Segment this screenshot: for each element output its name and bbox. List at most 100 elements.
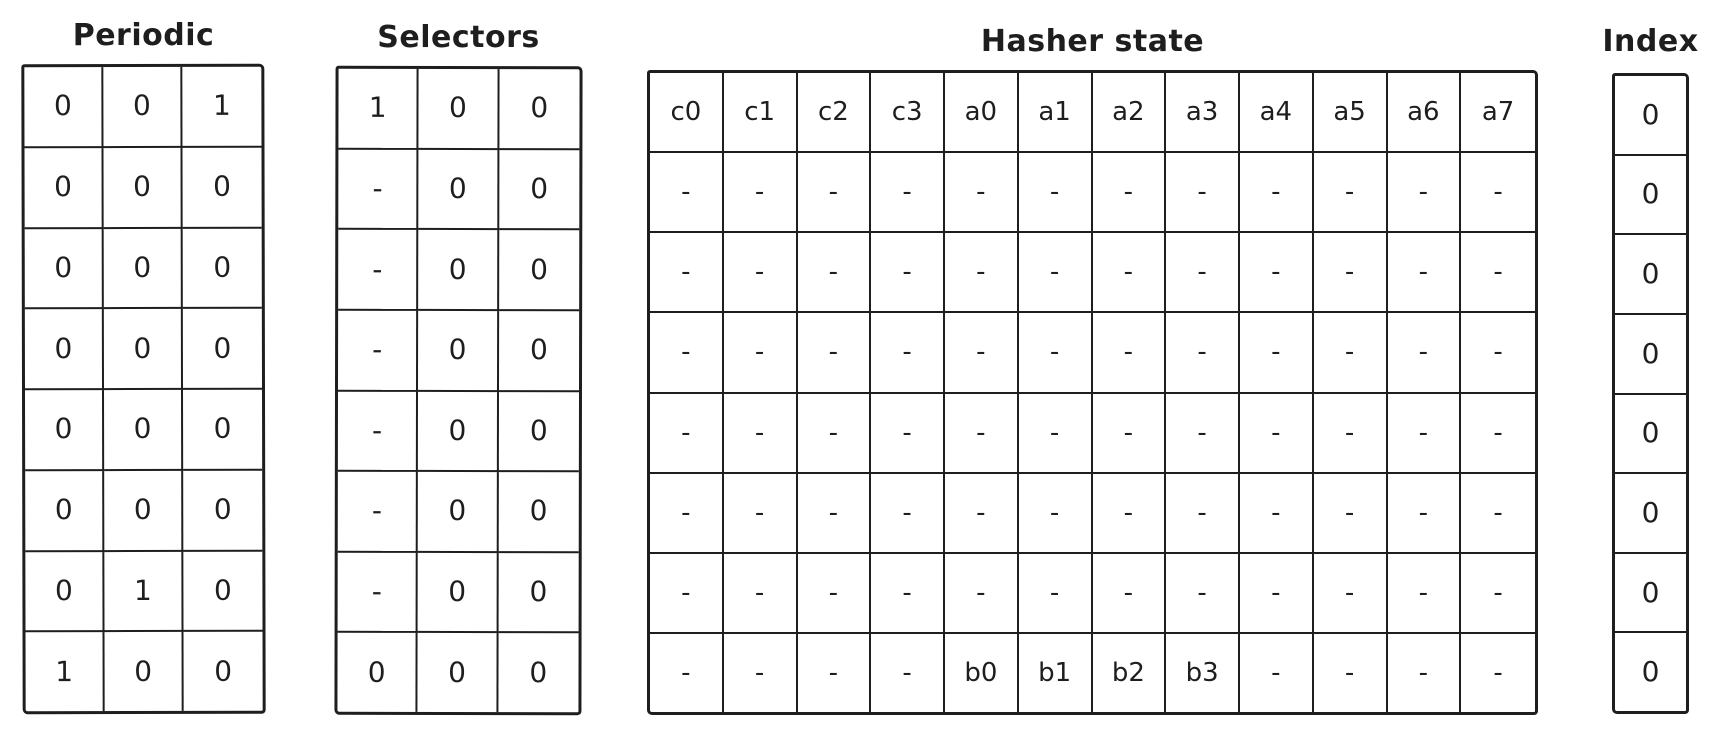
header-cell: a2	[1092, 73, 1167, 154]
table-cell: -	[1240, 153, 1314, 234]
table-cell: -	[723, 313, 798, 394]
table-cell: 0	[1615, 76, 1686, 156]
table-cell: 0	[1615, 315, 1686, 395]
table-cell: -	[945, 313, 1019, 394]
table-cell: b2	[1093, 633, 1167, 712]
table-cell: 0	[418, 68, 500, 150]
table-cell: -	[945, 473, 1019, 554]
table-cell: -	[1461, 313, 1535, 394]
table-cell: -	[1166, 313, 1240, 394]
table-cell: 0	[24, 67, 104, 148]
table-cell: -	[1461, 233, 1535, 314]
table-cell: -	[1092, 153, 1167, 234]
table-cell: 0	[1615, 554, 1686, 634]
table-cell: -	[650, 393, 724, 474]
table-cell: -	[1092, 553, 1167, 634]
table-cell: -	[724, 633, 798, 712]
periodic-title: Periodic	[72, 18, 215, 53]
table-cell: 0	[418, 230, 499, 311]
table-cell: 0	[182, 147, 262, 229]
table-cell: 0	[498, 149, 580, 231]
table-cell: -	[945, 153, 1019, 234]
table-cell: -	[1313, 553, 1388, 634]
table-cell: 0	[418, 472, 499, 553]
table-cell: 0	[104, 470, 184, 552]
table-cell: 0	[183, 470, 263, 552]
table-cell: 0	[337, 633, 418, 712]
table-cell: 0	[103, 309, 184, 391]
table-cell: 1	[25, 632, 105, 712]
table-cell: 0	[498, 472, 579, 553]
table-cell: 0	[417, 633, 499, 713]
table-cell: -	[650, 473, 724, 554]
table-cell: -	[945, 233, 1019, 314]
table-cell: -	[1461, 474, 1535, 554]
table-cell: b3	[1166, 633, 1240, 712]
table-cell: -	[723, 153, 798, 234]
table-cell: -	[337, 552, 419, 634]
table-cell: -	[871, 553, 945, 634]
table-cell: -	[650, 233, 724, 314]
table-cell: 0	[24, 309, 105, 391]
table-cell: -	[1387, 553, 1462, 634]
table-cell: 0	[418, 310, 499, 392]
table-cell: 0	[1615, 235, 1686, 315]
table-cell: 0	[1615, 474, 1686, 554]
table-cell: -	[1387, 153, 1462, 234]
table-cell: 0	[183, 389, 263, 471]
table-cell: 0	[25, 551, 105, 633]
table-cell: -	[1166, 553, 1240, 634]
table-cell: -	[1313, 153, 1388, 234]
table-cell: 0	[498, 310, 580, 392]
header-cell: a5	[1313, 73, 1388, 154]
table-cell: 1	[104, 551, 184, 633]
table-cell: -	[1018, 393, 1093, 474]
table-cell: -	[337, 391, 419, 473]
table-cell: -	[798, 633, 872, 712]
table-cell: -	[723, 393, 798, 474]
table-cell: -	[797, 313, 872, 394]
table-cell: -	[1166, 393, 1240, 474]
table-cell: b1	[1019, 633, 1093, 712]
table-cell: 1	[338, 68, 419, 150]
table-cell: 0	[1615, 156, 1686, 236]
header-cell: a1	[1018, 73, 1093, 154]
header-cell: c0	[650, 73, 724, 154]
table-cell: -	[1387, 393, 1462, 474]
header-cell: c2	[797, 73, 872, 154]
table-cell: -	[1240, 633, 1314, 712]
table-cell: -	[1166, 473, 1240, 554]
table-cell: 0	[25, 470, 105, 552]
selectors-title: Selectors	[377, 20, 540, 55]
table-cell: -	[338, 149, 419, 231]
table-cell: 0	[1641, 655, 1660, 689]
table-cell: -	[1240, 553, 1314, 634]
table-cell: -	[337, 471, 419, 553]
table-cell: -	[723, 233, 798, 314]
table-cell: -	[871, 393, 945, 474]
table-cell: -	[1166, 153, 1240, 234]
table-cell: 0	[418, 391, 499, 473]
table-cell: 0	[103, 66, 183, 148]
table-cell: 0	[498, 230, 580, 312]
table-cell: -	[945, 393, 1019, 474]
table-cell: -	[1387, 233, 1462, 314]
table-cell: -	[1461, 554, 1535, 634]
table-cell: -	[1018, 553, 1093, 634]
hasher-state-table: c0 c1 c2 c3 a0 a1 a2 a3 a4 a5 a6 a7- - - - - - - - - - - - - - - -…	[647, 70, 1538, 715]
header-cell: c1	[723, 73, 798, 154]
table-cell: 0	[104, 632, 184, 712]
table-cell: -	[1313, 473, 1388, 554]
table-cell: -	[797, 393, 872, 474]
table-cell: -	[1018, 233, 1093, 314]
header-cell: a6	[1387, 73, 1462, 154]
table-cell: -	[650, 313, 724, 394]
table-cell: 0	[417, 552, 499, 634]
table-cell: 0	[104, 389, 184, 471]
table-cell: 0	[24, 147, 104, 229]
table-cell: 0	[214, 654, 233, 688]
table-cell: -	[1313, 313, 1388, 394]
